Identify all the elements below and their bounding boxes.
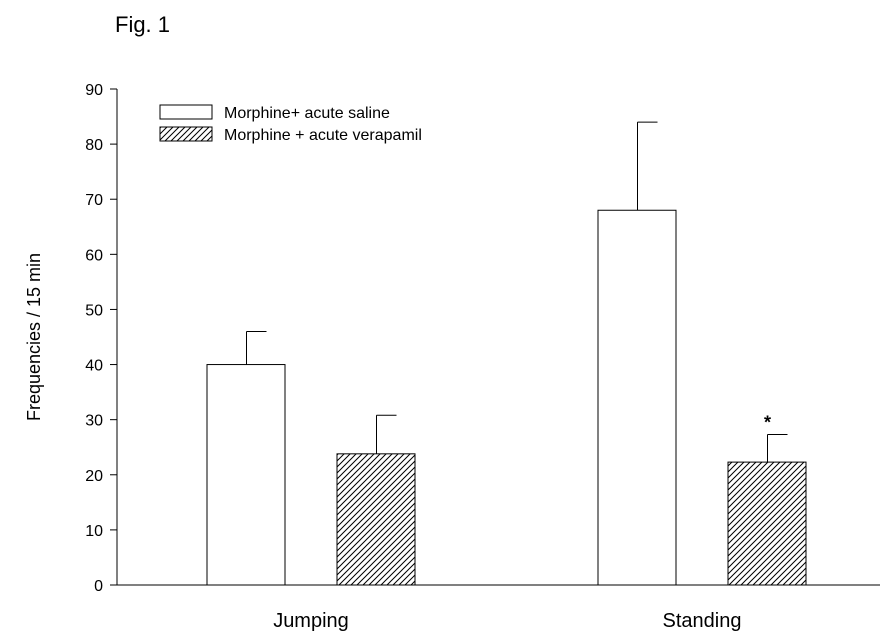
- y-tick-label: 20: [85, 468, 103, 485]
- x-tick-label: Jumping: [273, 610, 349, 632]
- bar-jumping-series-1: [206, 364, 286, 586]
- figure-label: Fig. 1: [115, 12, 171, 37]
- y-tick-label: 50: [85, 302, 103, 319]
- y-axis-label: Frequencies / 15 min: [24, 253, 44, 421]
- legend-swatch-series-2: [159, 126, 213, 142]
- legend-swatch-series-1: [159, 104, 213, 120]
- legend: Morphine+ acute saline Morphine + acute v…: [159, 104, 422, 144]
- y-tick-label: 90: [85, 82, 103, 99]
- bar-jumping-series-2: [336, 453, 416, 586]
- y-tick-label: 40: [85, 358, 103, 375]
- legend-label: Morphine + acute verapamil: [224, 127, 422, 144]
- y-tick-label: 80: [85, 137, 103, 154]
- axes: 0 10 20 30 40 50 60 70 80 90: [85, 82, 880, 595]
- bar-standing-series-2: [727, 461, 807, 586]
- y-tick-label: 0: [94, 578, 103, 595]
- y-tick-label: 60: [85, 247, 103, 264]
- error-bars: [246, 121, 788, 463]
- significance-asterisk: *: [764, 413, 771, 433]
- x-tick-labels: Jumping Standing: [273, 610, 741, 632]
- y-tick-label: 30: [85, 413, 103, 430]
- x-tick-label: Standing: [663, 610, 742, 632]
- y-axis-label-group: Frequencies / 15 min: [24, 253, 44, 421]
- legend-label: Morphine+ acute saline: [224, 105, 390, 122]
- annotations: *: [764, 413, 771, 433]
- y-tick-label: 70: [85, 192, 103, 209]
- bars: [206, 209, 807, 586]
- y-tick-label: 10: [85, 523, 103, 540]
- bar-standing-series-1: [597, 209, 677, 586]
